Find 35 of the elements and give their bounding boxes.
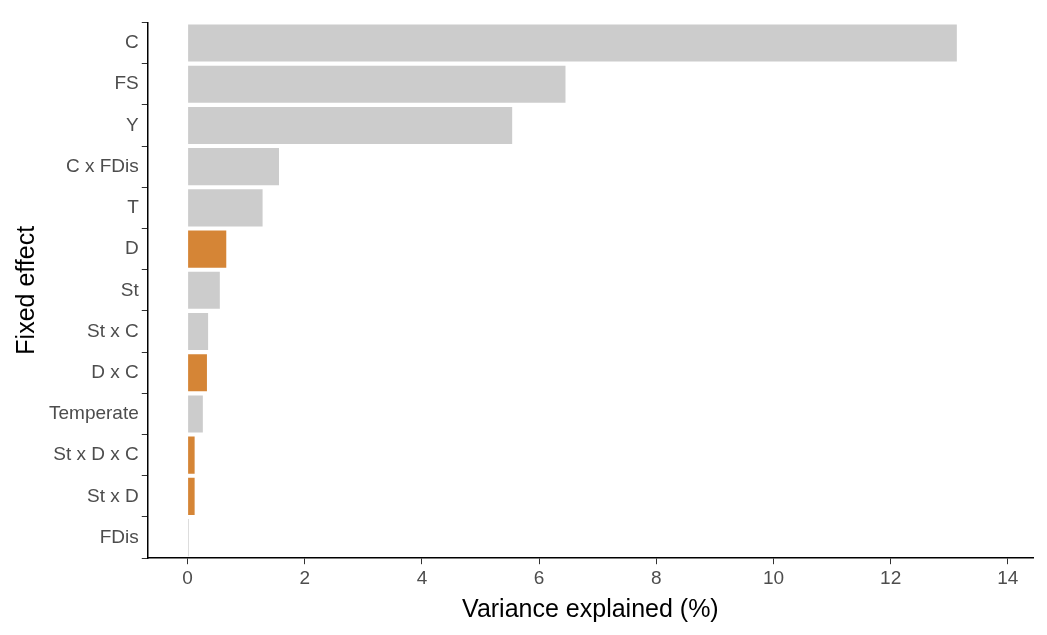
y-tick-label: Temperate (48, 402, 139, 424)
y-tick-label: St x D x C (53, 443, 139, 465)
x-tick-label: 6 (533, 566, 545, 588)
bar (188, 24, 957, 62)
bar (188, 65, 566, 103)
y-tick-label: C (125, 31, 139, 53)
y-tick-label: D x C (91, 360, 139, 382)
y-tick-label: St (120, 278, 140, 300)
x-tick-label: 8 (651, 566, 662, 588)
y-tick-label: FS (114, 72, 139, 94)
x-tick-label: 12 (880, 566, 902, 588)
bar (188, 395, 203, 433)
y-tick-label: T (127, 196, 140, 218)
bar (188, 354, 207, 392)
bar (188, 477, 195, 515)
bar (188, 436, 195, 474)
y-tick-label: St x D (87, 484, 139, 506)
x-tick-label: 10 (762, 566, 785, 588)
y-tick-label: Y (126, 113, 140, 135)
x-axis-title: Variance explained (%) (462, 593, 719, 622)
y-tick-label: C x FDis (65, 154, 139, 176)
bar (188, 189, 263, 227)
bar (188, 106, 513, 144)
y-tick-label: D (125, 237, 139, 259)
bar (188, 148, 279, 186)
x-tick-label: 0 (182, 566, 193, 588)
y-tick-label: FDis (99, 525, 139, 547)
x-tick-label: 2 (299, 566, 311, 588)
y-tick-label: St x C (87, 319, 139, 341)
bar (188, 271, 220, 309)
bar (188, 312, 209, 351)
x-tick-label: 4 (416, 566, 428, 588)
bar (188, 230, 227, 268)
x-tick-label: 14 (997, 566, 1019, 588)
y-axis-title: Fixed effect (10, 225, 39, 355)
